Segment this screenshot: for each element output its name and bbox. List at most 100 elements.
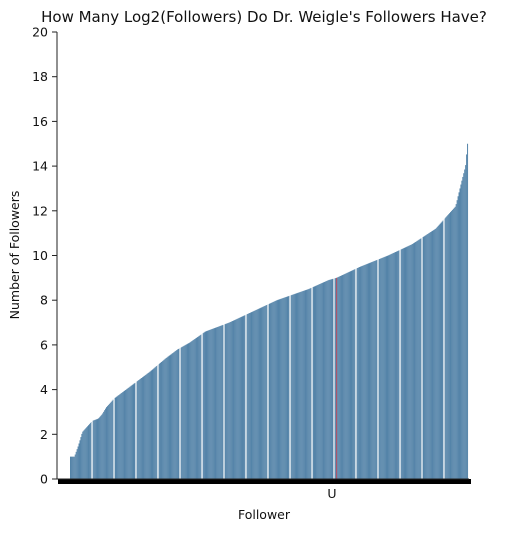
- bar: [219, 325, 221, 479]
- bar: [128, 387, 130, 479]
- y-tick-label: 18: [32, 69, 48, 84]
- bar: [202, 333, 204, 479]
- bar: [328, 279, 330, 479]
- bar: [129, 386, 131, 479]
- bar: [368, 263, 370, 479]
- bar: [120, 393, 122, 479]
- bar: [218, 326, 220, 479]
- bar: [413, 243, 415, 479]
- bar: [174, 351, 176, 479]
- bar: [146, 373, 148, 479]
- bar: [330, 279, 332, 479]
- bar: [400, 249, 402, 479]
- bar: [70, 456, 71, 479]
- bar: [383, 257, 385, 479]
- bar: [361, 265, 363, 479]
- bar: [412, 243, 414, 479]
- bar: [452, 208, 454, 480]
- bar: [118, 395, 120, 479]
- bar: [388, 255, 390, 479]
- bar: [398, 250, 400, 479]
- bar: [298, 292, 300, 479]
- y-tick-label: 12: [32, 203, 48, 218]
- bar: [96, 419, 98, 479]
- bar: [337, 277, 339, 479]
- bar: [335, 278, 337, 479]
- bar: [463, 173, 465, 479]
- bar: [139, 379, 141, 479]
- bar: [205, 331, 207, 479]
- bar: [429, 232, 431, 479]
- bar: [418, 239, 420, 479]
- bar: [85, 428, 87, 479]
- bar: [317, 284, 319, 479]
- bar: [293, 294, 295, 479]
- bar: [445, 217, 447, 479]
- bar: [186, 344, 188, 479]
- bar: [159, 363, 161, 479]
- bar: [459, 188, 461, 479]
- bar: [163, 359, 165, 479]
- bar: [104, 410, 106, 479]
- bar: [432, 230, 434, 479]
- bar: [248, 313, 250, 479]
- bar: [315, 285, 317, 479]
- bar: [234, 319, 236, 479]
- bar: [220, 325, 222, 479]
- bar: [187, 343, 189, 479]
- bar: [420, 238, 422, 479]
- bar: [334, 278, 336, 479]
- bar: [442, 220, 444, 479]
- bar: [427, 233, 429, 479]
- bar: [161, 361, 163, 479]
- bar: [414, 242, 416, 479]
- bar: [172, 353, 174, 479]
- x-axis-label: Follower: [238, 507, 291, 522]
- bar: [313, 286, 315, 479]
- bar: [108, 403, 110, 479]
- bar: [359, 267, 361, 479]
- bar: [153, 368, 155, 479]
- bar: [363, 265, 365, 479]
- chart-title: How Many Log2(Followers) Do Dr. Weigle's…: [41, 8, 487, 26]
- bar: [251, 312, 252, 479]
- bar: [214, 328, 216, 479]
- bar: [354, 269, 356, 479]
- bar: [297, 292, 299, 479]
- y-tick-label: 20: [32, 25, 48, 40]
- bar: [456, 200, 458, 479]
- bar: [127, 387, 129, 479]
- bar: [238, 317, 240, 479]
- bar: [145, 374, 147, 479]
- bar: [109, 402, 111, 479]
- bar: [204, 331, 206, 479]
- bar: [147, 373, 149, 479]
- bar: [111, 400, 113, 479]
- bar: [160, 361, 162, 479]
- bar: [235, 319, 237, 479]
- bar: [224, 324, 226, 479]
- bar: [239, 317, 241, 479]
- bar: [374, 260, 376, 479]
- bar: [433, 229, 435, 479]
- bar: [430, 232, 432, 479]
- bar: [251, 311, 253, 479]
- bar: [142, 376, 144, 479]
- bar: [189, 342, 191, 479]
- bar: [296, 293, 298, 479]
- bar: [121, 392, 123, 479]
- bar: [367, 263, 369, 479]
- bar: [190, 341, 192, 479]
- bar: [227, 323, 229, 479]
- bar: [349, 271, 351, 479]
- bar: [160, 362, 162, 479]
- bar: [402, 248, 404, 479]
- bar: [441, 221, 443, 479]
- bar: [320, 283, 322, 479]
- bar: [284, 297, 286, 479]
- bar: [410, 244, 412, 479]
- bar: [134, 382, 136, 479]
- bar: [395, 252, 397, 479]
- bar: [119, 394, 121, 479]
